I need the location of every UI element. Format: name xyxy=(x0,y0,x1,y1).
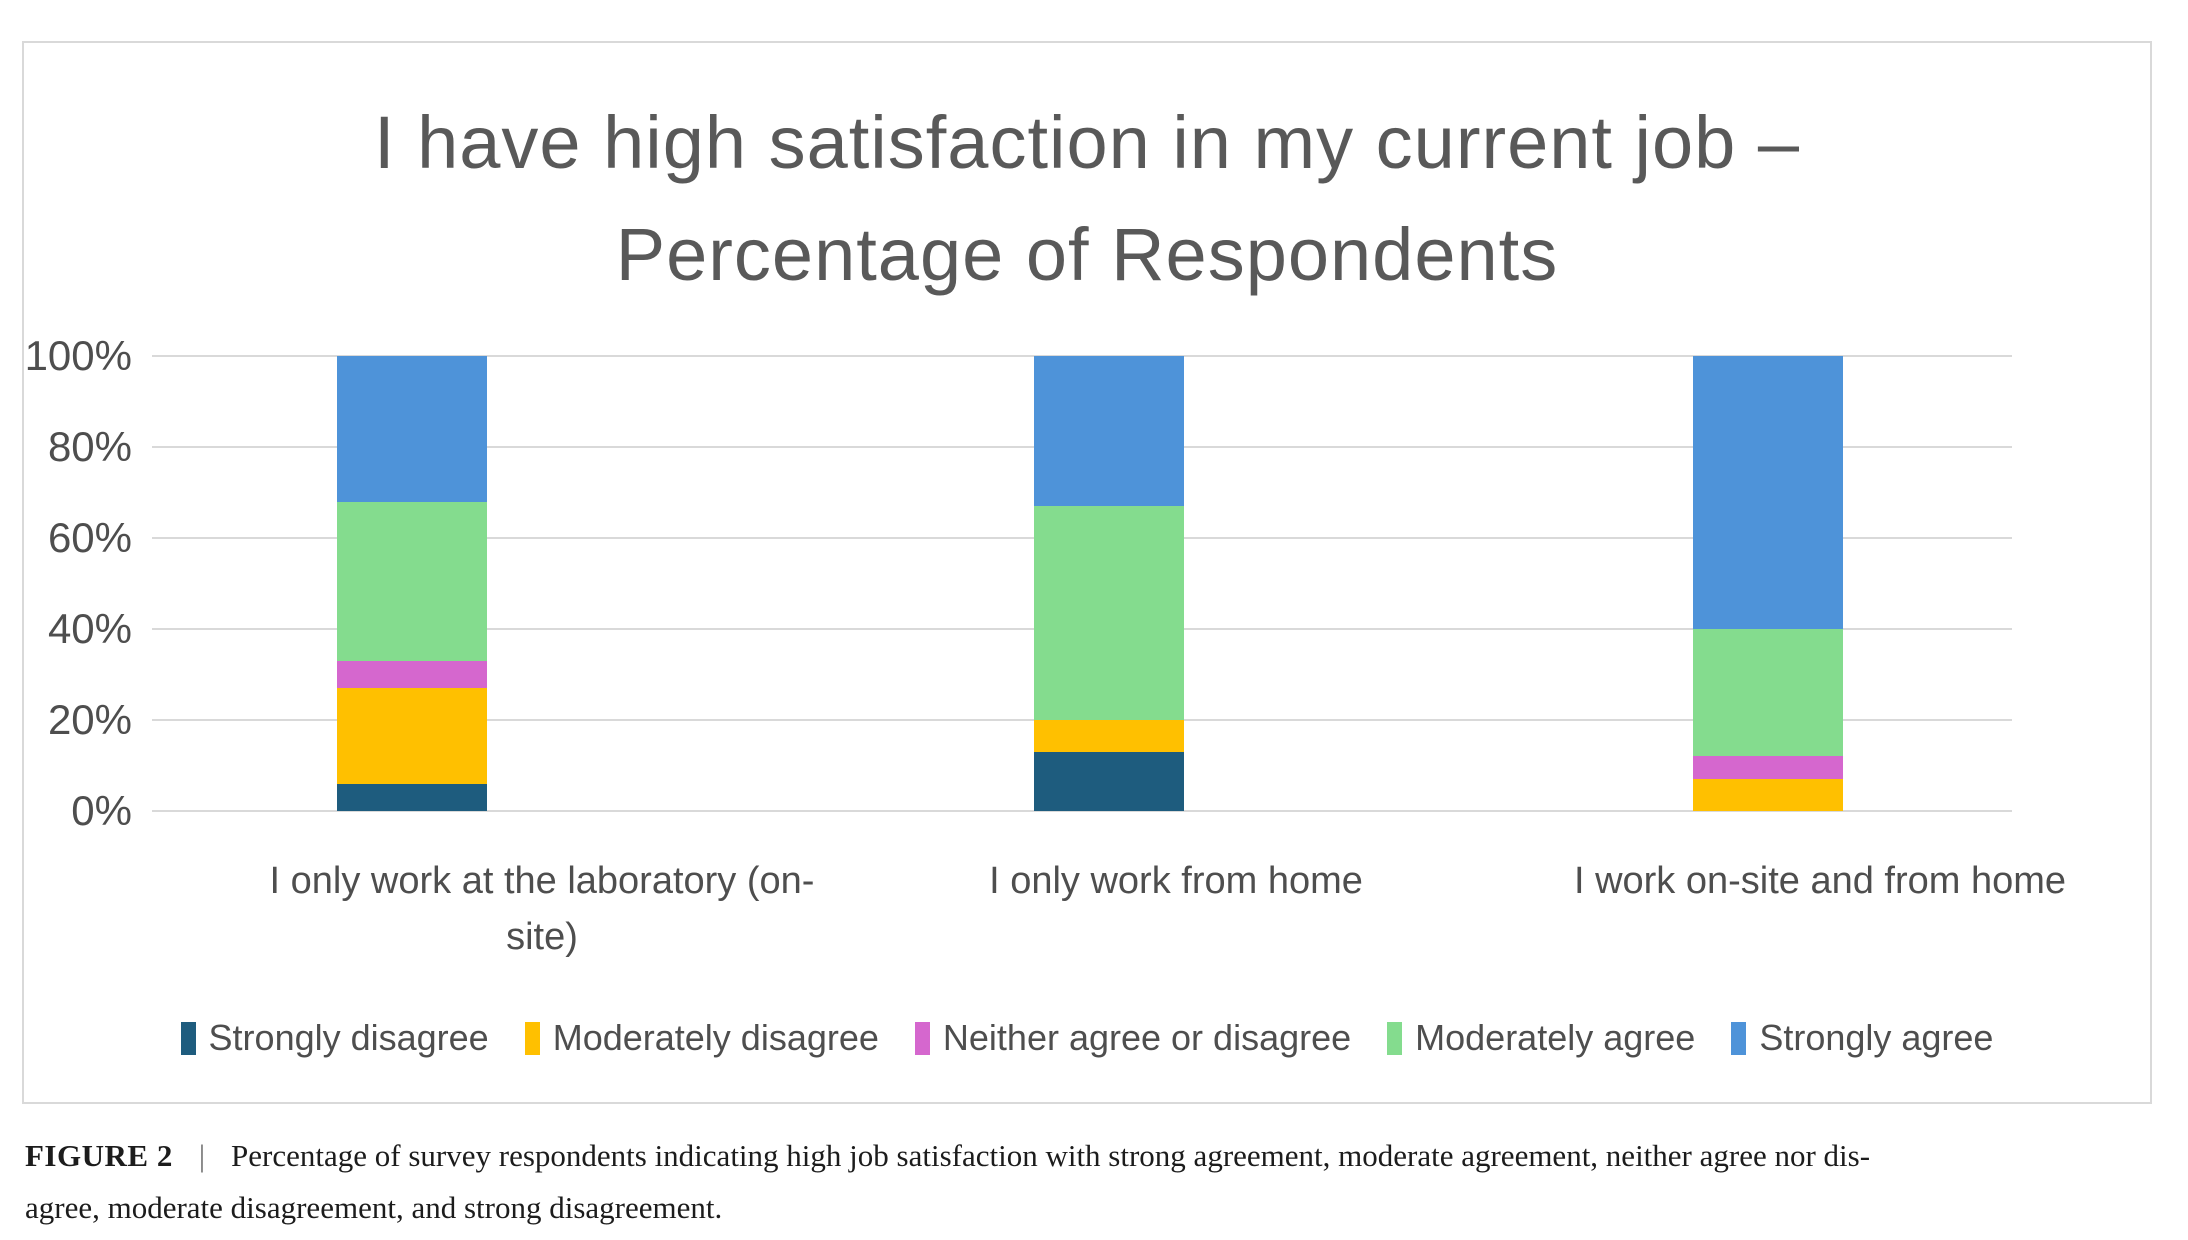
figure-caption: FIGURE 2 | Percentage of survey respondent… xyxy=(25,1130,2165,1234)
bar-segment xyxy=(337,660,487,689)
y-axis-tick-20%: 20% xyxy=(47,696,132,743)
y-axis-tick-40%: 40% xyxy=(47,605,132,652)
legend-swatch-icon xyxy=(914,1021,930,1055)
gridline-0% xyxy=(152,810,2012,812)
bar-column-1 xyxy=(337,356,487,811)
bar-segment xyxy=(1693,779,1843,811)
legend-item: Strongly agree xyxy=(1731,1017,1993,1059)
bar-segment xyxy=(1693,756,1843,780)
chart-title: I have high satisfaction in my current j… xyxy=(24,87,2150,311)
legend-item: Neither agree or disagree xyxy=(914,1017,1352,1059)
bar-segment xyxy=(1693,629,1843,757)
caption-text-line2: agree, moderate disagreement, and strong… xyxy=(25,1190,723,1225)
legend-label: Neither agree or disagree xyxy=(942,1017,1352,1058)
legend-item: Strongly disagree xyxy=(180,1017,489,1059)
chart-title-line-2: Percentage of Respondents xyxy=(615,213,1559,296)
gridline-100% xyxy=(152,355,2012,357)
bar-column-2 xyxy=(1034,356,1184,811)
y-axis-tick-0%: 0% xyxy=(71,787,132,834)
x-axis-label-line: I only work at the laboratory (on- xyxy=(269,860,815,902)
bar-segment xyxy=(337,783,487,811)
x-axis-label-1: I only work at the laboratory (on-site) xyxy=(202,853,882,965)
legend: Strongly disagree Moderately disagree Neit… xyxy=(24,1017,2150,1059)
caption-separator: | xyxy=(198,1138,206,1173)
chart-title-line-1: I have high satisfaction in my current j… xyxy=(373,101,1801,184)
bar-segment xyxy=(337,356,487,502)
x-axis-label-line: site) xyxy=(506,916,578,958)
bar-segment xyxy=(1034,506,1184,721)
bar-segment xyxy=(337,501,487,661)
x-axis-label-line: I work on-site and from home xyxy=(1573,860,2067,902)
legend-item: Moderately disagree xyxy=(524,1017,879,1059)
legend-swatch-icon xyxy=(1387,1021,1403,1055)
legend-swatch-icon xyxy=(1731,1021,1747,1055)
y-axis-tick-80%: 80% xyxy=(47,423,132,470)
bar-segment xyxy=(1693,356,1843,630)
legend-label: Moderately agree xyxy=(1415,1017,1696,1058)
bar-segment xyxy=(337,688,487,784)
x-axis-label-line: I only work from home xyxy=(989,860,1363,902)
caption-figure-label: FIGURE 2 xyxy=(25,1138,173,1173)
bar-segment xyxy=(1034,356,1184,507)
legend-label: Strongly agree xyxy=(1759,1017,1994,1058)
legend-swatch-icon xyxy=(180,1021,196,1055)
caption-line-1: FIGURE 2 | Percentage of survey respondent… xyxy=(25,1130,2165,1182)
plot-area: 0% 20% 40% 60% 80% 100% I only work at the lab… xyxy=(25,333,2066,959)
legend-item: Moderately agree xyxy=(1387,1017,1695,1059)
x-axis-label-2: I only work from home xyxy=(836,853,1516,909)
bar-segment xyxy=(1034,720,1184,752)
bar-column-3 xyxy=(1693,356,1843,811)
y-axis-tick-100%: 100% xyxy=(24,332,132,379)
bar-segment xyxy=(1034,751,1184,811)
legend-label: Moderately disagree xyxy=(552,1017,879,1058)
legend-swatch-icon xyxy=(524,1021,540,1055)
caption-text-line1: Percentage of survey respondents indicat… xyxy=(231,1138,1871,1173)
legend-label: Strongly disagree xyxy=(208,1017,489,1058)
y-axis-tick-60%: 60% xyxy=(47,514,132,561)
x-axis-label-3: I work on-site and from home xyxy=(1480,853,2160,909)
figure-chart-box: I have high satisfaction in my current j… xyxy=(22,41,2152,1104)
